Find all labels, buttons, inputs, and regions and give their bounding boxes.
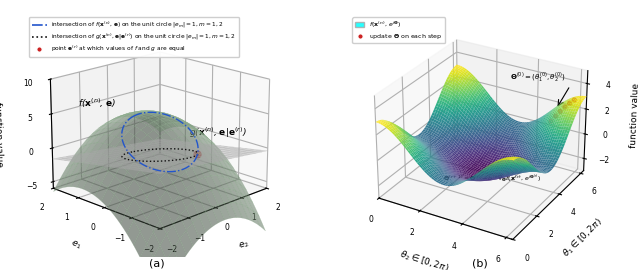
X-axis label: $e_2$: $e_2$ <box>237 238 251 252</box>
Text: $\mathbf{\Theta}^{(0)} = (\theta_1^{(0)}, \theta_2^{(0)})$: $\mathbf{\Theta}^{(0)} = (\theta_1^{(0)}… <box>509 71 566 85</box>
Legend: intersection of $f$($\mathbf{x}^{(n)}$, $\mathbf{e}$) on the unit circle $|e_m|=: intersection of $f$($\mathbf{x}^{(n)}$, … <box>29 17 239 57</box>
Text: (b): (b) <box>472 258 488 268</box>
Legend: $f$($\mathbf{x}^{(n)}$, $e^{i\mathbf{\Theta}}$), update $\mathbf{\Theta}$ on eac: $f$($\mathbf{x}^{(n)}$, $e^{i\mathbf{\Th… <box>353 17 445 43</box>
X-axis label: $\theta_2 \in [0, 2\pi)$: $\theta_2 \in [0, 2\pi)$ <box>398 248 450 270</box>
Text: $\mathbf{\Theta}^{(r+1)} = \mathbf{\Theta}^{(r)} - b^{(r)}\nabla_\mathbf{\Theta}: $\mathbf{\Theta}^{(r+1)} = \mathbf{\Thet… <box>443 172 541 184</box>
Text: (a): (a) <box>149 258 164 268</box>
Y-axis label: $e_1$: $e_1$ <box>69 238 83 252</box>
Y-axis label: $\theta_1 \in [0, 2\pi)$: $\theta_1 \in [0, 2\pi)$ <box>561 215 605 260</box>
